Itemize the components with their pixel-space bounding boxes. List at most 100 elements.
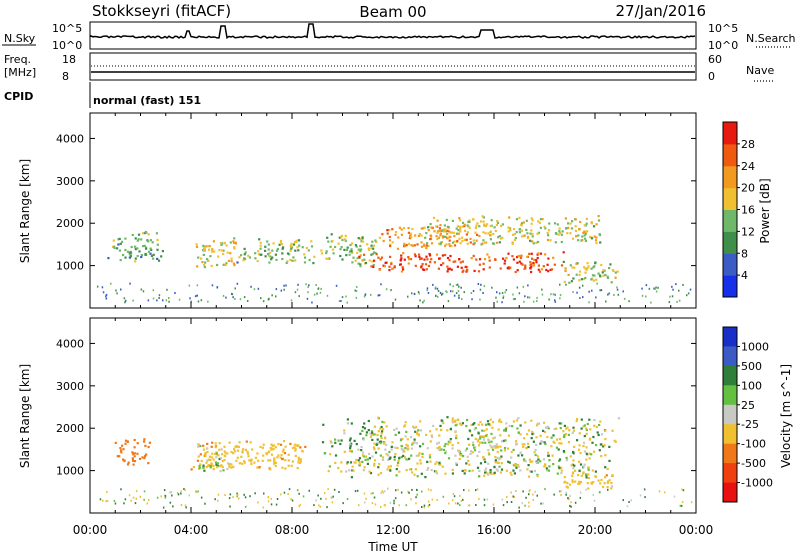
data-cell — [505, 289, 508, 291]
data-cell — [371, 433, 374, 436]
data-cell — [671, 295, 674, 298]
data-cell — [505, 469, 508, 472]
data-cell — [528, 505, 530, 508]
data-cell — [507, 460, 510, 463]
data-cell — [334, 245, 337, 249]
data-cell — [606, 275, 609, 278]
data-cell — [558, 227, 561, 230]
beam-title: Beam 00 — [359, 3, 426, 21]
data-cell — [468, 429, 471, 432]
data-cell — [423, 226, 426, 229]
data-cell — [527, 475, 531, 478]
x-tick-label: 08:00 — [275, 523, 310, 537]
data-cell — [138, 250, 141, 253]
data-cell — [479, 288, 482, 291]
data-cell — [432, 283, 434, 286]
data-cell — [682, 283, 684, 286]
data-cell — [389, 255, 392, 258]
data-cell — [508, 424, 511, 428]
data-cell — [545, 467, 548, 470]
data-cell — [325, 250, 328, 253]
y-tick-label: 4000 — [56, 132, 84, 145]
data-cell — [291, 446, 295, 450]
data-cell — [323, 452, 326, 455]
data-cell — [536, 422, 539, 425]
data-cell — [233, 246, 236, 249]
data-cell — [274, 446, 277, 449]
data-cell — [532, 440, 535, 443]
data-cell — [477, 283, 480, 285]
data-cell — [436, 499, 438, 501]
data-cell — [417, 429, 420, 432]
data-cell — [444, 244, 447, 247]
data-cell — [327, 240, 330, 243]
data-cell — [120, 449, 123, 452]
data-cell — [527, 284, 529, 287]
data-cell — [361, 237, 364, 240]
data-cell — [214, 446, 217, 449]
data-cell — [546, 425, 550, 428]
data-cell — [530, 419, 533, 422]
data-cell — [421, 442, 425, 445]
data-cell — [571, 463, 574, 466]
data-cell — [643, 488, 646, 491]
data-cell — [385, 443, 388, 446]
data-cell — [337, 439, 340, 442]
data-cell — [444, 228, 447, 231]
data-cell — [228, 463, 232, 466]
data-cell — [540, 268, 543, 271]
data-cell — [558, 422, 561, 425]
data-cell — [271, 249, 274, 252]
data-cell — [508, 216, 511, 219]
data-cell — [188, 494, 190, 497]
data-cell — [413, 292, 416, 295]
data-cell — [504, 428, 507, 431]
data-cell — [588, 418, 591, 421]
data-cell — [407, 490, 409, 493]
data-cell — [599, 241, 602, 244]
data-cell — [560, 240, 563, 244]
data-cell — [358, 463, 362, 466]
data-cell — [389, 456, 392, 459]
data-cell — [593, 265, 596, 268]
data-cell — [373, 448, 376, 451]
data-cell — [472, 218, 475, 221]
data-cell — [407, 295, 409, 298]
data-cell — [689, 288, 692, 291]
data-cell — [566, 486, 569, 489]
data-cell — [124, 498, 127, 501]
data-cell — [614, 440, 617, 443]
data-cell — [447, 457, 451, 460]
data-cell — [580, 491, 582, 494]
data-cell — [478, 258, 482, 261]
data-cell — [318, 504, 320, 507]
data-cell — [507, 434, 510, 437]
data-cell — [361, 240, 365, 243]
colorbar-tick-label: 12 — [741, 225, 755, 238]
data-cell — [496, 291, 498, 294]
data-cell — [497, 428, 500, 431]
data-cell — [297, 249, 300, 252]
data-cell — [430, 469, 433, 472]
data-cell — [414, 430, 417, 433]
colorbar-tick-label: 25 — [741, 399, 755, 412]
data-cell — [329, 453, 332, 456]
data-cell — [178, 298, 181, 301]
data-cell — [350, 248, 353, 251]
data-cell — [180, 492, 182, 495]
data-cell — [518, 216, 521, 219]
data-cell — [120, 488, 122, 491]
data-cell — [216, 462, 220, 465]
data-cell — [354, 259, 357, 262]
data-cell — [134, 237, 137, 240]
data-cell — [326, 236, 329, 239]
data-cell — [299, 446, 302, 449]
data-cell — [536, 455, 540, 458]
data-cell — [554, 299, 556, 302]
data-cell — [133, 460, 137, 463]
data-cell — [351, 242, 354, 245]
data-cell — [197, 455, 200, 458]
nsearch-tick-high: 10^5 — [708, 22, 738, 35]
data-cell — [460, 500, 463, 502]
data-cell — [422, 243, 426, 246]
